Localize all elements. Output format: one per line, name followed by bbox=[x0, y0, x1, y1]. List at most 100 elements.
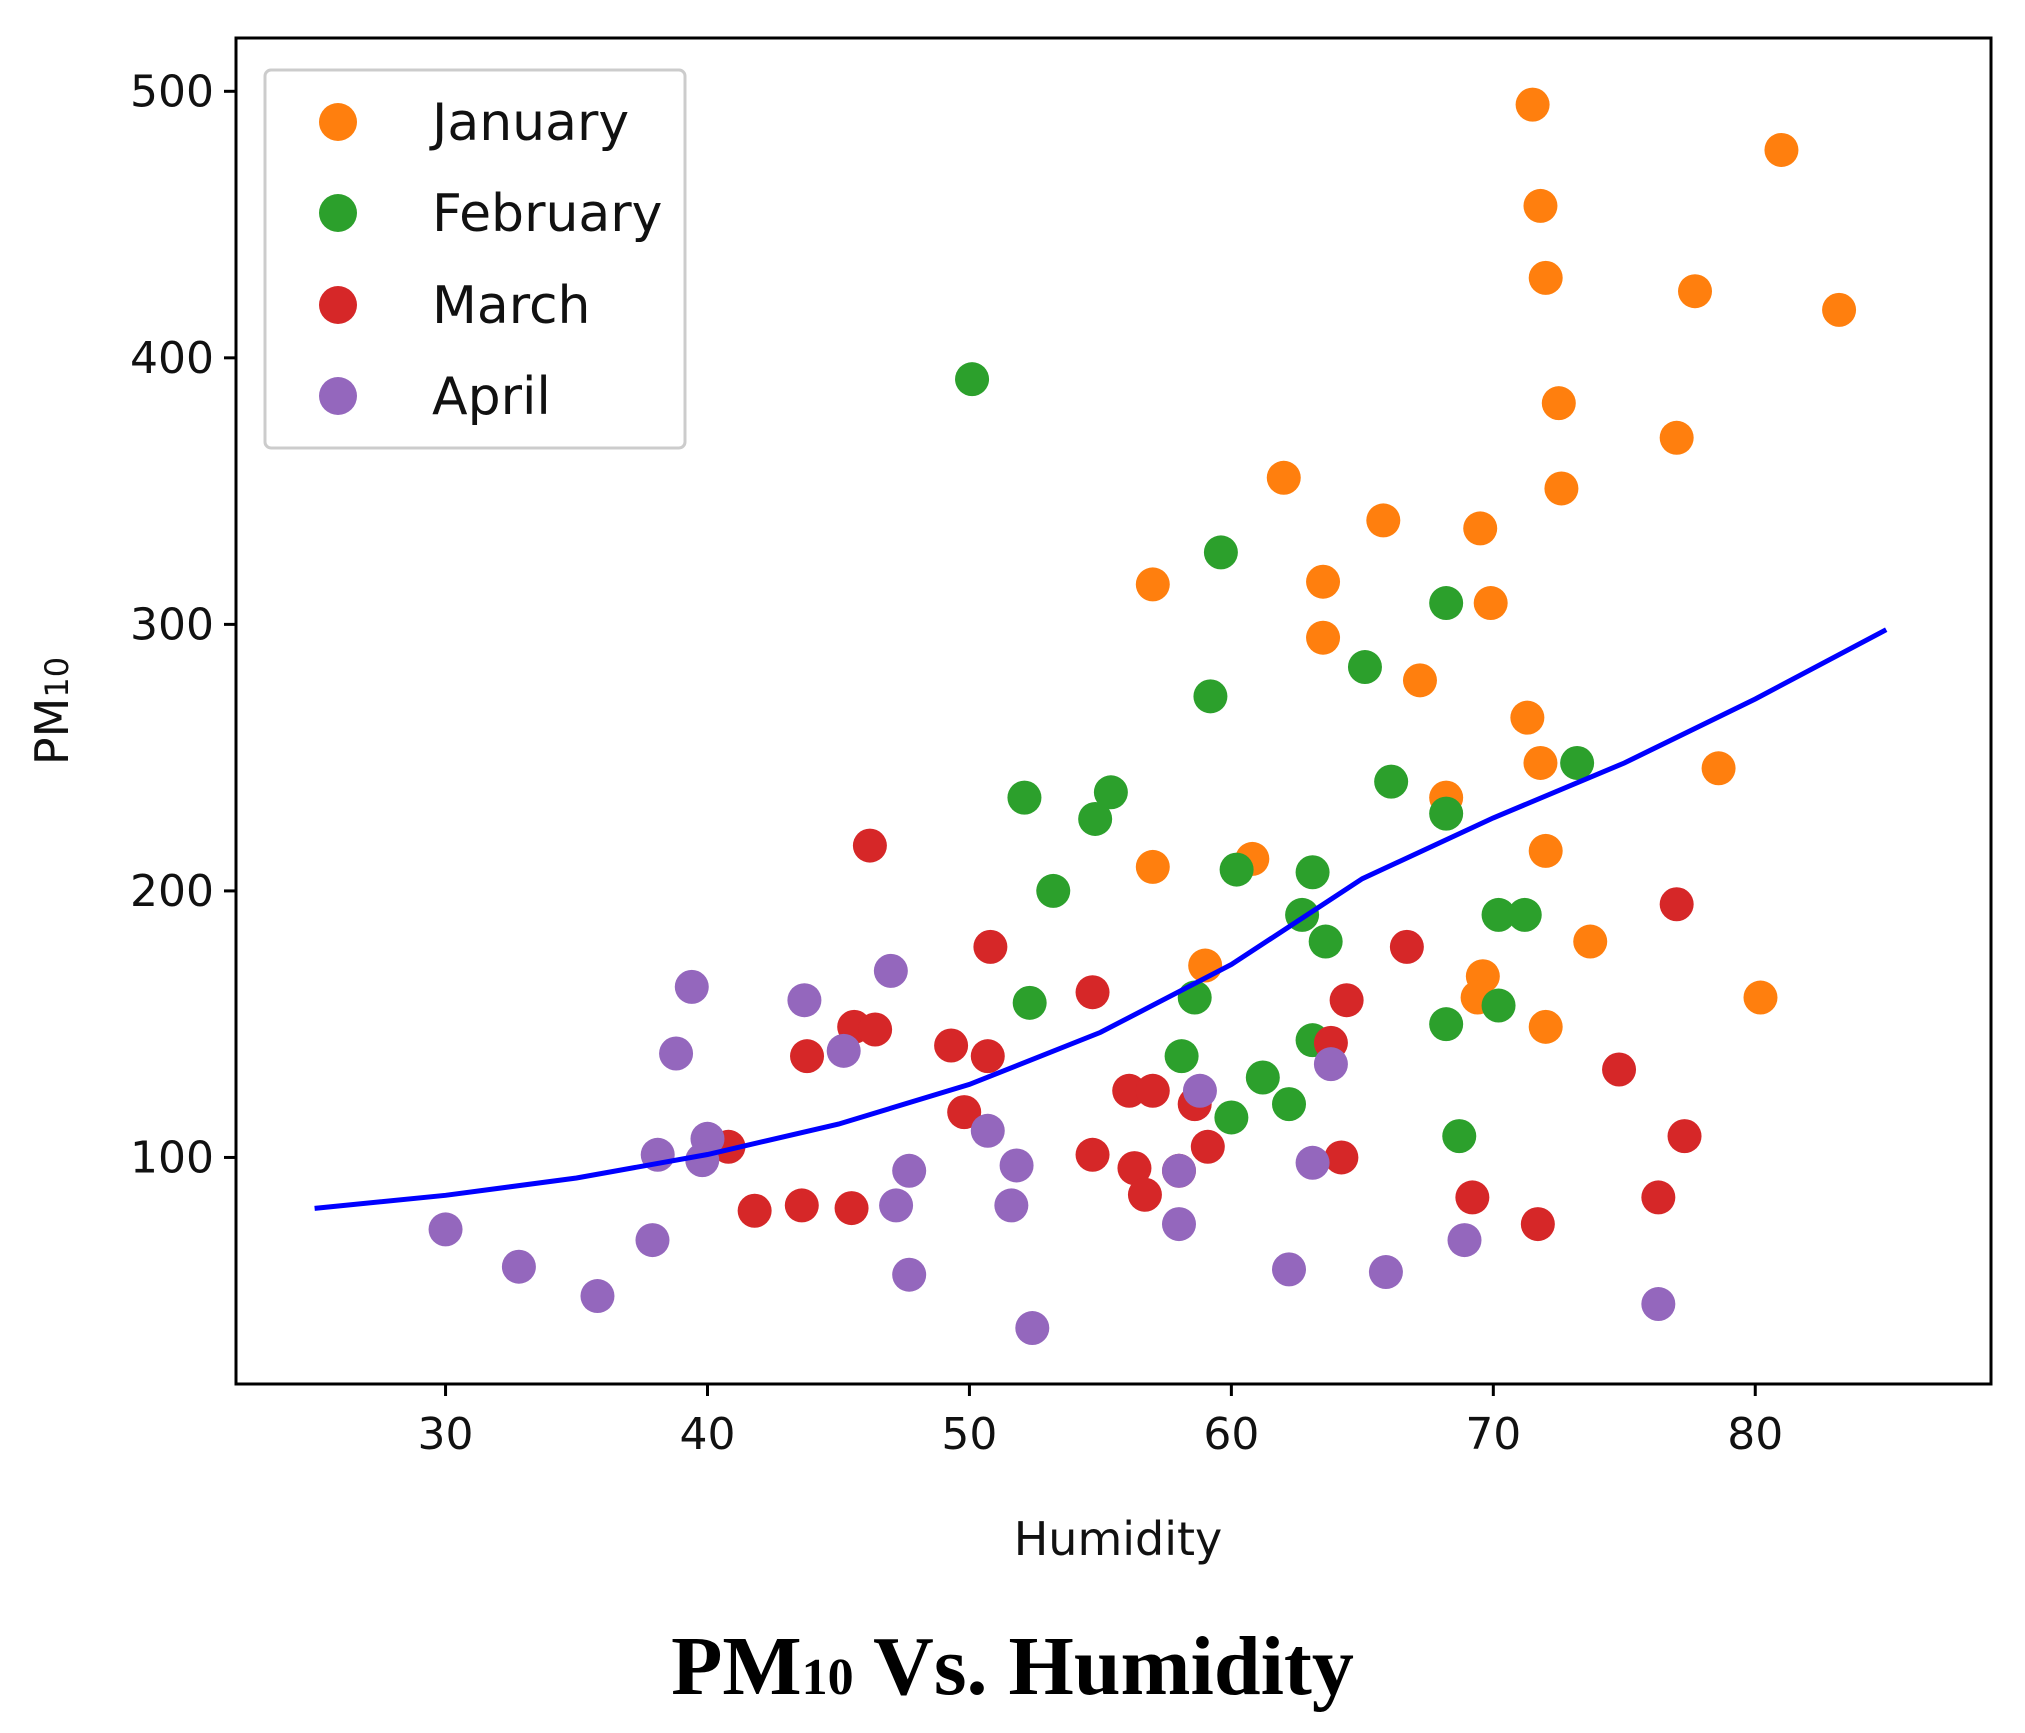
data-point-april bbox=[892, 1153, 927, 1188]
data-point-january bbox=[1528, 1009, 1563, 1044]
data-point-april bbox=[428, 1212, 463, 1247]
data-point-march bbox=[1112, 1073, 1147, 1108]
data-point-march bbox=[1117, 1151, 1152, 1186]
data-point-april bbox=[892, 1257, 927, 1292]
x-axis-label: Humidity bbox=[1014, 1512, 1223, 1566]
data-point-april bbox=[674, 969, 709, 1004]
caption-suffix: Vs. Humidity bbox=[853, 1620, 1354, 1713]
trend-line bbox=[314, 627, 1888, 1211]
data-point-april bbox=[1182, 1073, 1217, 1108]
data-point-march bbox=[1075, 1137, 1110, 1172]
data-point-april bbox=[1295, 1145, 1330, 1180]
x-tick-label: 60 bbox=[1203, 1409, 1259, 1460]
data-point-march bbox=[1329, 983, 1364, 1018]
data-point-march bbox=[1389, 929, 1424, 964]
data-point-february bbox=[1214, 1100, 1249, 1135]
data-point-january bbox=[1473, 586, 1508, 621]
data-point-february bbox=[955, 362, 990, 397]
legend-label-april: April bbox=[432, 367, 551, 427]
data-point-march bbox=[1667, 1119, 1702, 1154]
data-point-january bbox=[1678, 274, 1713, 309]
x-axis-ticks: 30 40 50 60 70 80 bbox=[418, 1384, 1783, 1460]
data-point-january bbox=[1402, 663, 1437, 698]
data-point-march bbox=[1602, 1052, 1637, 1087]
data-point-april bbox=[999, 1148, 1034, 1183]
data-point-january bbox=[1743, 980, 1778, 1015]
data-point-february bbox=[1219, 852, 1254, 887]
legend-label-february: February bbox=[432, 184, 662, 244]
data-point-february bbox=[1078, 801, 1113, 836]
data-point-april bbox=[1161, 1153, 1196, 1188]
caption-subscript: 10 bbox=[801, 1649, 854, 1706]
data-point-april bbox=[994, 1188, 1029, 1223]
legend-marker-january bbox=[319, 103, 357, 141]
y-tick-label: 400 bbox=[130, 333, 214, 384]
data-point-january bbox=[1306, 620, 1341, 655]
data-point-april bbox=[501, 1249, 536, 1284]
data-point-march bbox=[1520, 1207, 1555, 1242]
data-point-april bbox=[1313, 1047, 1348, 1082]
x-tick-label: 50 bbox=[941, 1409, 997, 1460]
data-point-january bbox=[1659, 420, 1694, 455]
data-point-january bbox=[1528, 260, 1563, 295]
data-point-february bbox=[1481, 988, 1516, 1023]
data-point-february bbox=[1507, 897, 1542, 932]
data-point-february bbox=[1272, 1087, 1306, 1122]
data-point-february bbox=[1429, 796, 1464, 831]
data-point-april bbox=[826, 1033, 861, 1068]
x-tick-label: 80 bbox=[1727, 1409, 1783, 1460]
data-point-february bbox=[1036, 873, 1071, 908]
data-point-april bbox=[580, 1279, 615, 1314]
data-point-april bbox=[659, 1036, 694, 1071]
data-point-march bbox=[1135, 1073, 1170, 1108]
data-point-april bbox=[1368, 1255, 1403, 1290]
y-tick-label: 500 bbox=[130, 66, 214, 117]
x-tick-label: 30 bbox=[418, 1409, 474, 1460]
data-point-february bbox=[1012, 985, 1047, 1020]
data-point-march bbox=[1075, 975, 1110, 1010]
data-point-march bbox=[784, 1188, 819, 1223]
data-point-february bbox=[1093, 775, 1128, 810]
data-point-january bbox=[1510, 700, 1545, 735]
y-tick-label: 100 bbox=[130, 1132, 214, 1183]
data-point-february bbox=[1374, 764, 1409, 799]
legend: January February March April bbox=[263, 68, 687, 450]
data-point-march bbox=[1190, 1129, 1225, 1164]
data-point-march bbox=[790, 1039, 825, 1074]
data-point-april bbox=[635, 1223, 670, 1258]
data-point-april bbox=[1641, 1287, 1676, 1322]
data-point-march bbox=[858, 1012, 893, 1047]
data-point-january bbox=[1515, 87, 1550, 122]
data-point-march bbox=[1641, 1180, 1676, 1215]
legend-label-march: March bbox=[432, 276, 591, 336]
data-point-february bbox=[1203, 535, 1238, 570]
data-point-february bbox=[1429, 586, 1464, 621]
y-tick-label: 300 bbox=[130, 599, 214, 650]
data-point-january bbox=[1306, 564, 1341, 599]
data-point-april bbox=[873, 953, 908, 988]
data-points bbox=[428, 87, 1857, 1346]
legend-label-january: January bbox=[429, 93, 629, 153]
data-point-january bbox=[1135, 849, 1170, 884]
data-point-march bbox=[1659, 887, 1694, 922]
data-point-april bbox=[1161, 1207, 1196, 1242]
legend-marker-february bbox=[319, 194, 357, 232]
y-axis-ticks: 100 200 300 400 500 bbox=[130, 66, 236, 1183]
data-point-january bbox=[1366, 503, 1401, 538]
data-point-april bbox=[787, 983, 822, 1018]
data-point-february bbox=[1347, 650, 1382, 685]
data-point-january bbox=[1523, 745, 1558, 780]
data-point-february bbox=[1429, 1007, 1464, 1042]
data-point-january bbox=[1573, 924, 1608, 959]
data-point-january bbox=[1822, 292, 1857, 327]
data-point-march bbox=[834, 1191, 869, 1226]
data-point-march bbox=[852, 828, 887, 863]
x-tick-label: 70 bbox=[1465, 1409, 1521, 1460]
legend-marker-april bbox=[319, 377, 357, 415]
data-point-february bbox=[1007, 780, 1042, 815]
data-point-january bbox=[1135, 567, 1170, 602]
data-point-april bbox=[879, 1188, 914, 1223]
data-point-march bbox=[1127, 1177, 1162, 1212]
data-point-february bbox=[1481, 897, 1516, 932]
